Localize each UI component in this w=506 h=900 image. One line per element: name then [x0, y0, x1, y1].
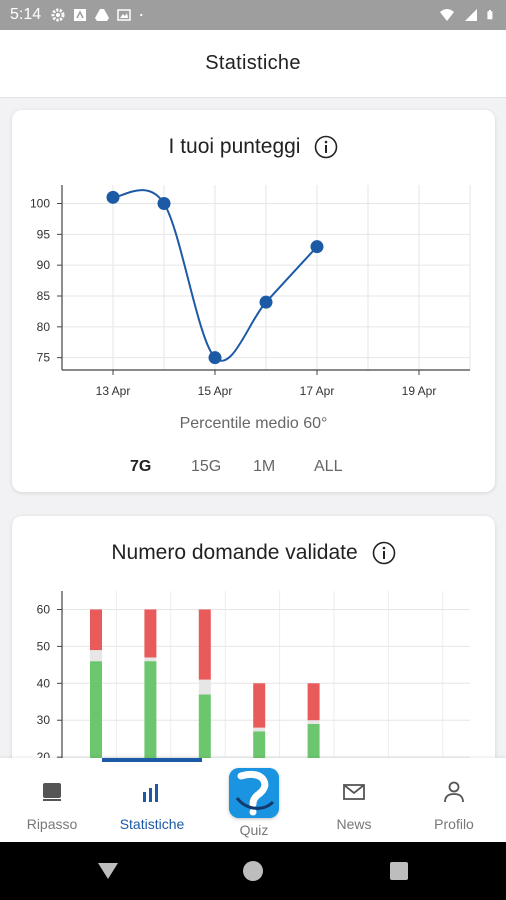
drive-icon: [95, 9, 110, 21]
percentile-text: Percentile medio 60°: [179, 415, 328, 432]
mail-icon: [343, 784, 365, 800]
bar-segment-green[interactable]: [144, 661, 157, 776]
bar-chart-icon: [143, 784, 158, 802]
signal-icon: [465, 9, 477, 21]
bar-segment-gray[interactable]: [253, 727, 266, 732]
range-7g[interactable]: 7G: [130, 458, 152, 475]
x-tick-label: 15 Apr: [198, 384, 233, 398]
y-tick-label: 95: [37, 227, 51, 241]
x-tick-label: 17 Apr: [300, 384, 335, 398]
bar-segment-gray[interactable]: [198, 679, 211, 695]
y-tick-label: 40: [37, 676, 51, 690]
x-tick-label: 19 Apr: [402, 384, 437, 398]
nav-label: Profilo: [434, 816, 474, 832]
nav-profilo[interactable]: Profilo: [404, 758, 504, 842]
score-point[interactable]: [259, 295, 273, 309]
nav-label: Quiz: [239, 822, 269, 838]
x-tick-label: 13 Apr: [96, 384, 131, 398]
status-bar: 5:14: [0, 0, 506, 30]
score-point[interactable]: [157, 197, 171, 210]
y-tick-label: 85: [37, 289, 51, 303]
nav-news[interactable]: News: [304, 758, 404, 842]
quiz-logo-icon: [229, 768, 279, 818]
bar-segment-red[interactable]: [307, 683, 320, 721]
nav-label: Ripasso: [26, 816, 78, 832]
image-icon: [117, 9, 131, 21]
nav-statistiche[interactable]: Statistiche: [102, 758, 202, 842]
scores-line-chart: 75 80 85 90 95 100 13 Apr 15 Apr 17 Apr 19 Apr: [30, 185, 471, 398]
bar-segment-gray[interactable]: [144, 657, 157, 662]
bar-segment-red[interactable]: [144, 609, 157, 658]
app-header: Statistiche: [0, 30, 506, 98]
questions-card-title: Numero domande validate: [111, 541, 358, 564]
wifi-icon: [440, 9, 454, 21]
system-nav-bar: [0, 842, 506, 900]
score-point[interactable]: [310, 240, 324, 254]
y-tick-label: 60: [37, 602, 51, 616]
page-title: Statistiche: [205, 52, 301, 74]
range-selector: 7G 15G 1M ALL: [12, 458, 495, 480]
questions-card: Numero domande validate 102030405060: [12, 516, 495, 776]
app-icon: [74, 9, 87, 21]
score-point[interactable]: [106, 190, 120, 204]
dot-icon: [140, 13, 143, 17]
scores-card-title: I tuoi punteggi: [168, 135, 301, 158]
y-tick-label: 30: [37, 713, 51, 727]
y-tick-label: 75: [37, 351, 51, 365]
recents-icon[interactable]: [387, 859, 411, 883]
active-tab-indicator: [102, 758, 202, 762]
scores-card: I tuoi punteggi 75 80 85 90 95 100 13 Apr 15 Ap…: [12, 110, 495, 492]
book-icon: [43, 783, 61, 801]
y-tick-label: 100: [30, 197, 50, 211]
battery-icon: [487, 10, 493, 20]
bar-segment-gray[interactable]: [307, 720, 320, 724]
bar-segment-red[interactable]: [90, 609, 102, 651]
range-15g[interactable]: 15G: [191, 458, 222, 475]
person-icon: [444, 781, 464, 803]
range-1m[interactable]: 1M: [253, 458, 276, 475]
nav-quiz[interactable]: [229, 768, 279, 818]
bar-segment-red[interactable]: [198, 609, 211, 680]
bar-segment-green[interactable]: [198, 694, 211, 776]
bar-segment-red[interactable]: [253, 683, 266, 728]
status-time: 5:14: [10, 6, 42, 23]
score-point[interactable]: [208, 351, 222, 365]
gear-icon: [51, 8, 65, 22]
nav-label: News: [336, 816, 372, 832]
home-icon[interactable]: [241, 859, 265, 883]
bar-segment-green[interactable]: [90, 661, 102, 776]
bar-segment-gray[interactable]: [90, 650, 102, 662]
info-icon[interactable]: [372, 541, 396, 565]
nav-label: Statistiche: [119, 816, 185, 832]
y-tick-label: 80: [37, 320, 51, 334]
range-all[interactable]: ALL: [314, 458, 343, 475]
back-icon[interactable]: [96, 859, 120, 883]
questions-bar-chart: 102030405060: [37, 591, 470, 776]
info-icon[interactable]: [314, 135, 338, 159]
y-tick-label: 50: [37, 639, 51, 653]
nav-ripasso[interactable]: Ripasso: [2, 758, 102, 842]
y-tick-label: 90: [37, 258, 51, 272]
